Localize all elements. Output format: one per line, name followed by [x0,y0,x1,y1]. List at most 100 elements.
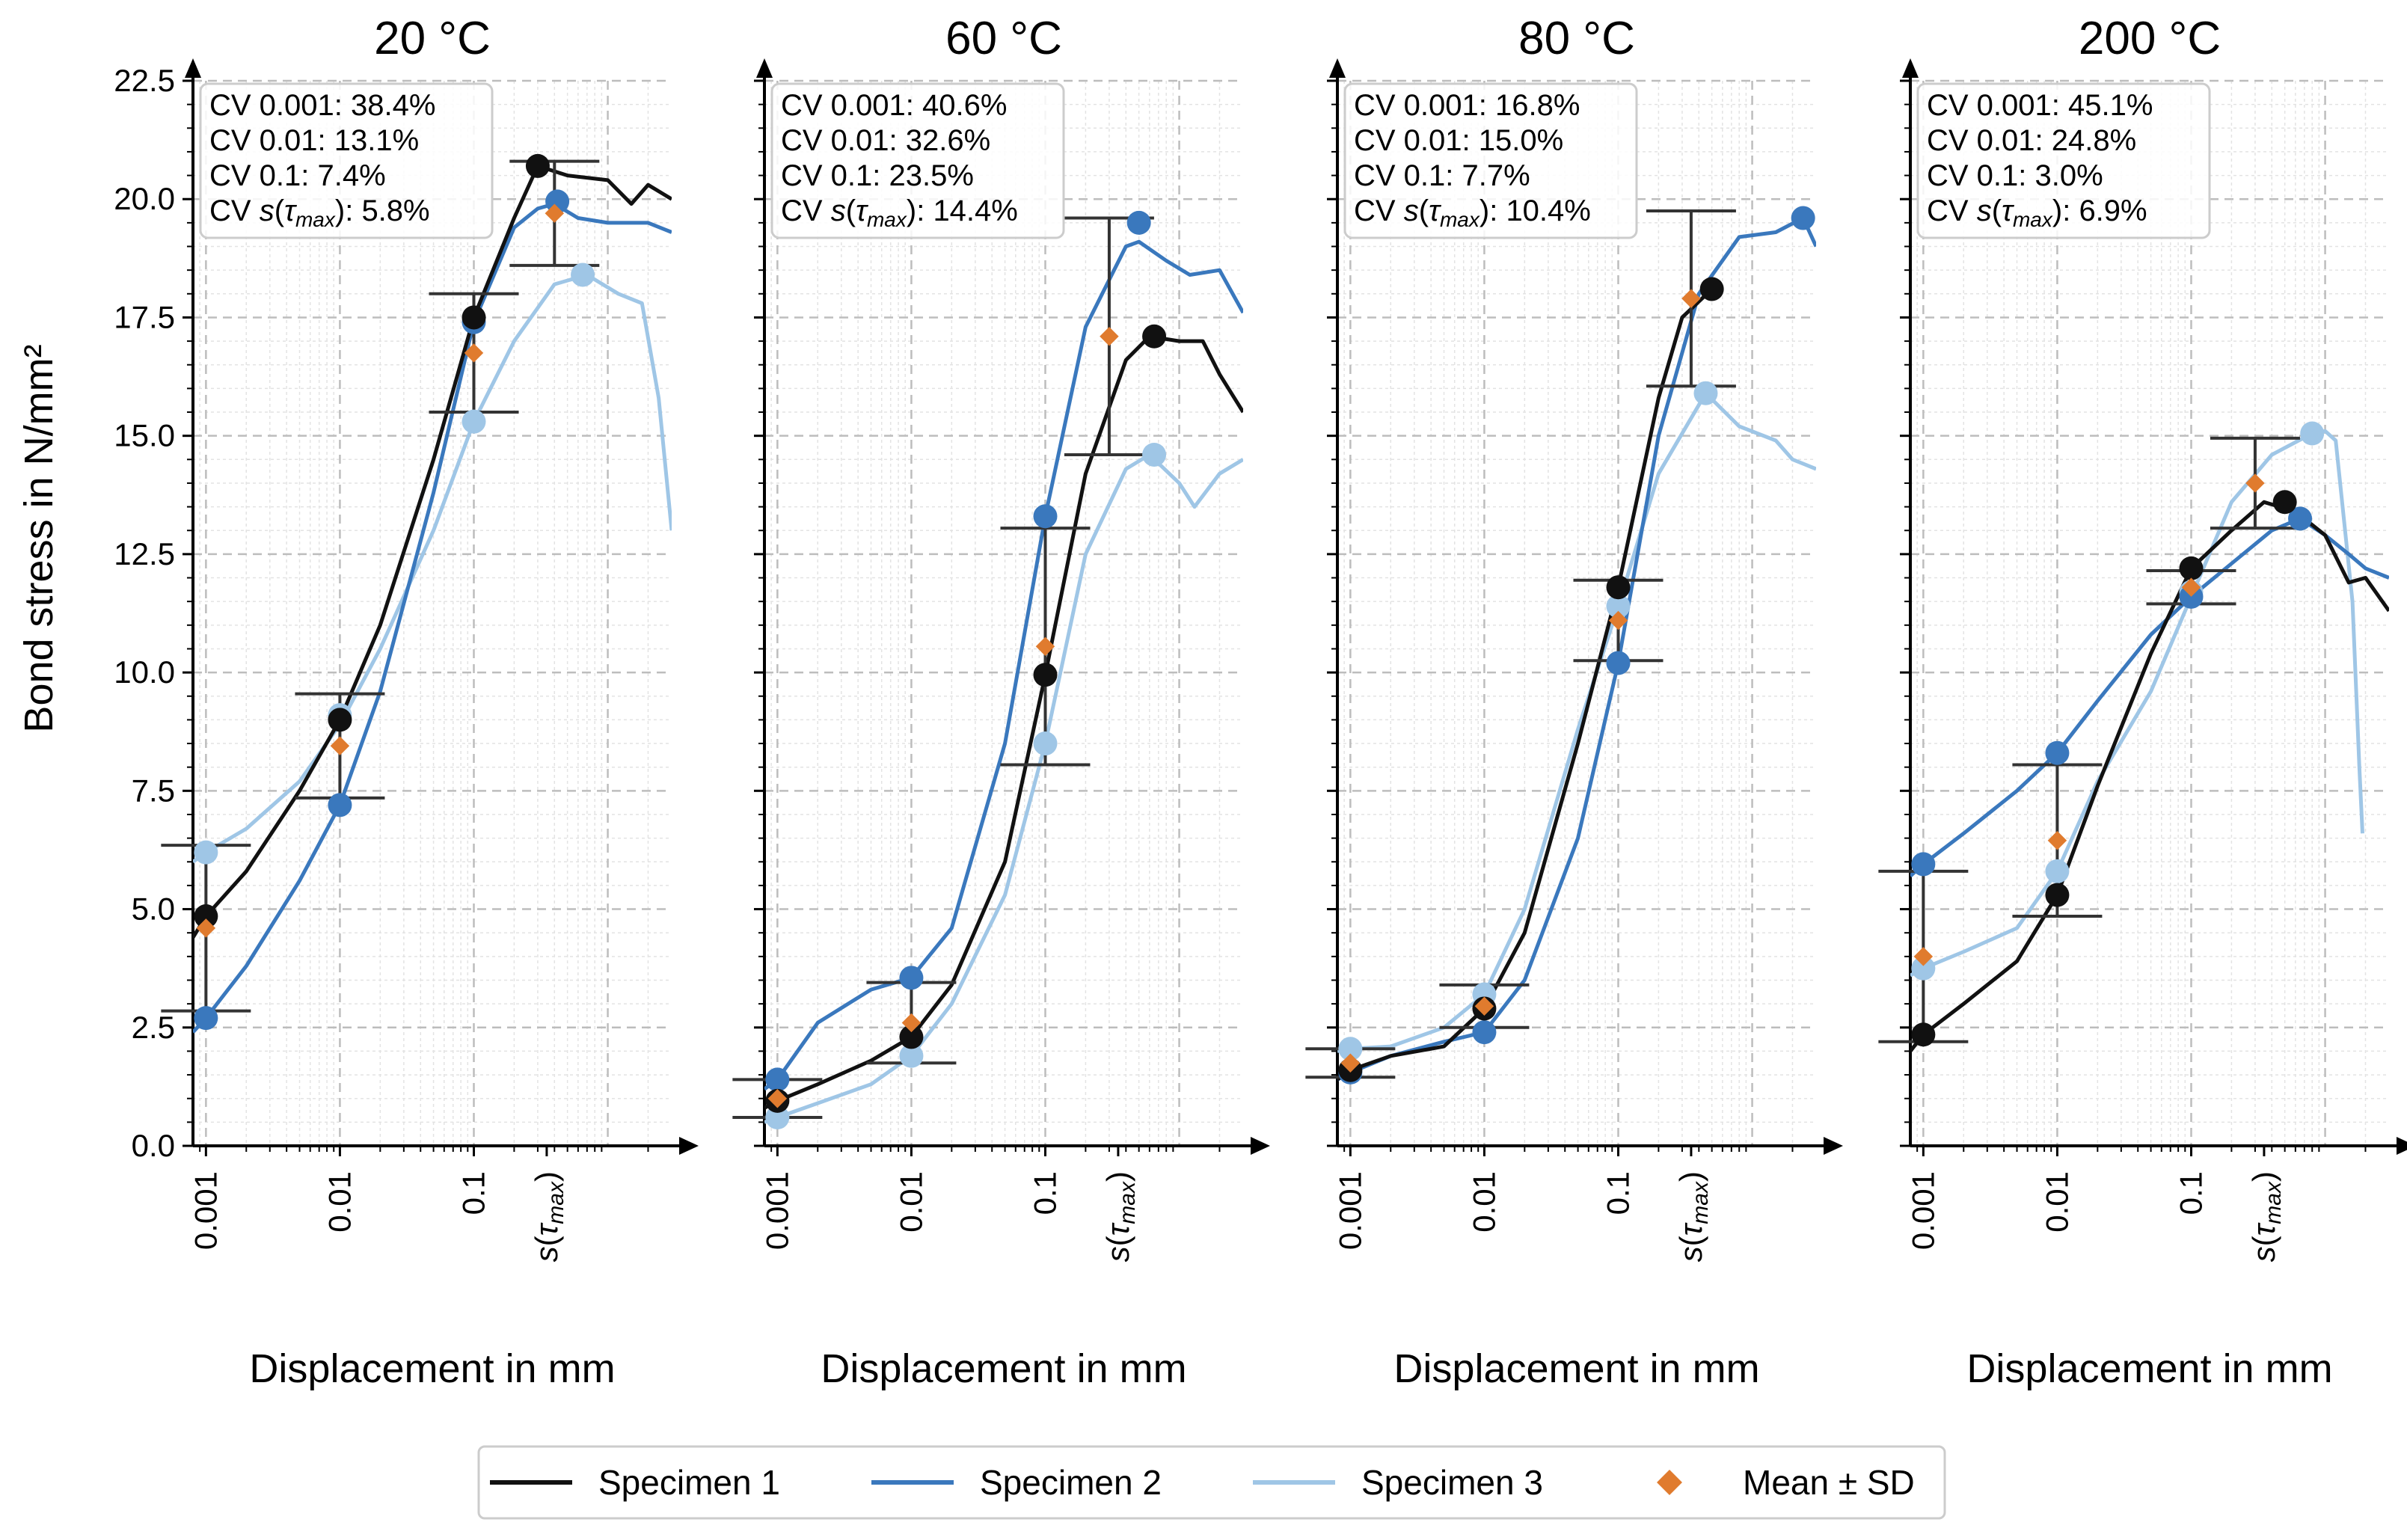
axes: 0.001 0.01 0.1s(τmax) [1327,58,1843,1262]
cv-line: CV s(τmax): 6.9% [1927,194,2147,231]
cv-line-part: ( [275,194,285,227]
marker-specimen-2 [765,1067,790,1092]
legend-frame [477,1445,1946,1520]
cv-box: CV 0.001: 38.4%CV 0.01: 13.1%CV 0.1: 7.4… [199,82,494,239]
x-tick-label-part: τ [2246,1222,2281,1236]
y-axis-arrow [756,58,773,78]
cv-line: CV 0.001: 45.1% [1927,89,2153,122]
x-tick-label-part: ) [529,1171,564,1182]
x-tick-label: 0.001 [759,1171,794,1250]
cv-line-part: ): 6.9% [2052,194,2147,227]
legend-marker-mean-sd [1657,1470,1682,1495]
x-tick-label: 0.001 [1332,1171,1367,1250]
legend: Specimen 1 Specimen 2 Specimen 3 Mean ± … [477,1445,1946,1520]
cv-line-part: ): 10.4% [1480,194,1591,227]
panel-title: 200 °C [2079,13,2221,64]
series-line-specimen-1 [1337,287,1714,1082]
x-axis-arrow [679,1137,699,1155]
cv-line: CV 0.001: 40.6% [781,89,1007,122]
cv-line-part: max [295,208,336,231]
marker-specimen-1 [525,153,550,178]
axes: 0.001 0.01 0.1s(τmax) [1900,58,2407,1262]
cv-line: CV 0.1: 23.5% [781,159,974,192]
marker-specimen-3 [1338,1037,1363,1061]
mean-marker [545,203,565,223]
series-lines [764,239,1243,1124]
marker-specimen-3 [571,263,595,287]
grid [764,79,1243,1146]
cv-line: CV 0.01: 24.8% [1927,124,2136,157]
panels: 0.0 2.5 5.0 7.5 10.0 12.5 15.0 17.5 20.0 22.5 0.00… [114,13,2407,1391]
y-axis-label: Bond stress in N/mm² [16,344,61,732]
grid [1910,79,2389,1146]
marker-specimen-2 [194,1006,218,1031]
y-tick-label: 7.5 [132,773,175,808]
y-tick-label: 17.5 [114,299,175,334]
cv-line: CV 0.01: 15.0% [1354,124,1563,157]
panel-title: 60 °C [945,13,1062,64]
y-tick-label: 5.0 [132,892,175,927]
marker-specimen-3 [2300,421,2325,446]
marker-specimen-1 [1699,277,1724,301]
cv-box-frame [1916,82,2211,239]
cv-box-frame [199,82,494,239]
x-tick-label: s(τmax) [1100,1171,1140,1262]
y-tick-label: 22.5 [114,63,175,98]
marker-specimen-2 [2288,506,2313,531]
panel-title: 20 °C [374,13,491,64]
x-tick-label-part: τ [1673,1222,1708,1236]
cv-line: CV 0.1: 7.7% [1354,159,1530,192]
y-tick-label: 20.0 [114,181,175,216]
cv-line-part: max [2013,208,2053,231]
x-axis-label: Displacement in mm [821,1346,1186,1391]
marker-specimen-3 [899,1043,924,1068]
cv-line-part: ): 14.4% [907,194,1018,227]
marker-specimen-1 [899,1025,924,1049]
marker-specimen-1 [1911,1022,1936,1047]
marker-specimen-3 [1033,731,1058,756]
x-tick-label-part: τ [1100,1222,1135,1236]
x-tick-label-part: ) [1100,1171,1135,1182]
series-line-specimen-2 [193,202,672,1034]
marker-specimen-1 [194,904,218,929]
x-tick-label: 0.01 [1466,1171,1501,1233]
x-tick-label: 0.01 [2039,1171,2074,1233]
panel-title: 80 °C [1518,13,1635,64]
marker-specimen-1 [2179,556,2204,580]
x-tick-label-part: τ [529,1222,564,1236]
x-tick-label-part: max [1115,1181,1140,1224]
marker-specimen-2 [899,966,924,990]
legend-label-specimen-3: Specimen 3 [1361,1463,1543,1502]
marker-specimen-3 [462,409,486,434]
x-tick-label: 0.01 [893,1171,928,1233]
cv-line-part: CV [209,194,260,227]
marker-specimen-3 [1606,594,1631,619]
x-tick-label-part: ) [1673,1171,1708,1182]
x-tick-label-part: ( [1673,1236,1708,1246]
marker-specimen-3 [1693,381,1718,405]
cv-line: CV s(τmax): 10.4% [1354,194,1591,231]
y-axis-arrow [1902,58,1919,78]
marker-specimen-3 [2045,859,2070,883]
series-lines [193,164,672,1034]
cv-line: CV 0.01: 32.6% [781,124,990,157]
legend-item-mean-sd: Mean ± SD [1657,1463,1915,1502]
x-tick-label: s(τmax) [529,1171,568,1262]
marker-specimen-1 [2272,490,2297,515]
x-tick-label-part: s [1673,1246,1708,1262]
cv-box: CV 0.001: 16.8%CV 0.01: 15.0%CV 0.1: 7.7… [1343,82,1638,239]
cv-line: CV 0.1: 3.0% [1927,159,2103,192]
x-tick-label: 0.1 [1600,1171,1635,1215]
x-axis-label: Displacement in mm [249,1346,615,1391]
marker-specimen-2 [328,793,352,817]
x-axis-arrow [2397,1137,2407,1155]
cv-line-part: ( [1992,194,2002,227]
x-tick-label-part: s [2246,1246,2281,1262]
x-tick-label-part: s [1100,1246,1135,1262]
series-line-specimen-1 [764,334,1243,1110]
y-tick-label: 12.5 [114,536,175,571]
mean-sd [1878,436,2300,1043]
marker-specimen-1 [1142,324,1167,349]
